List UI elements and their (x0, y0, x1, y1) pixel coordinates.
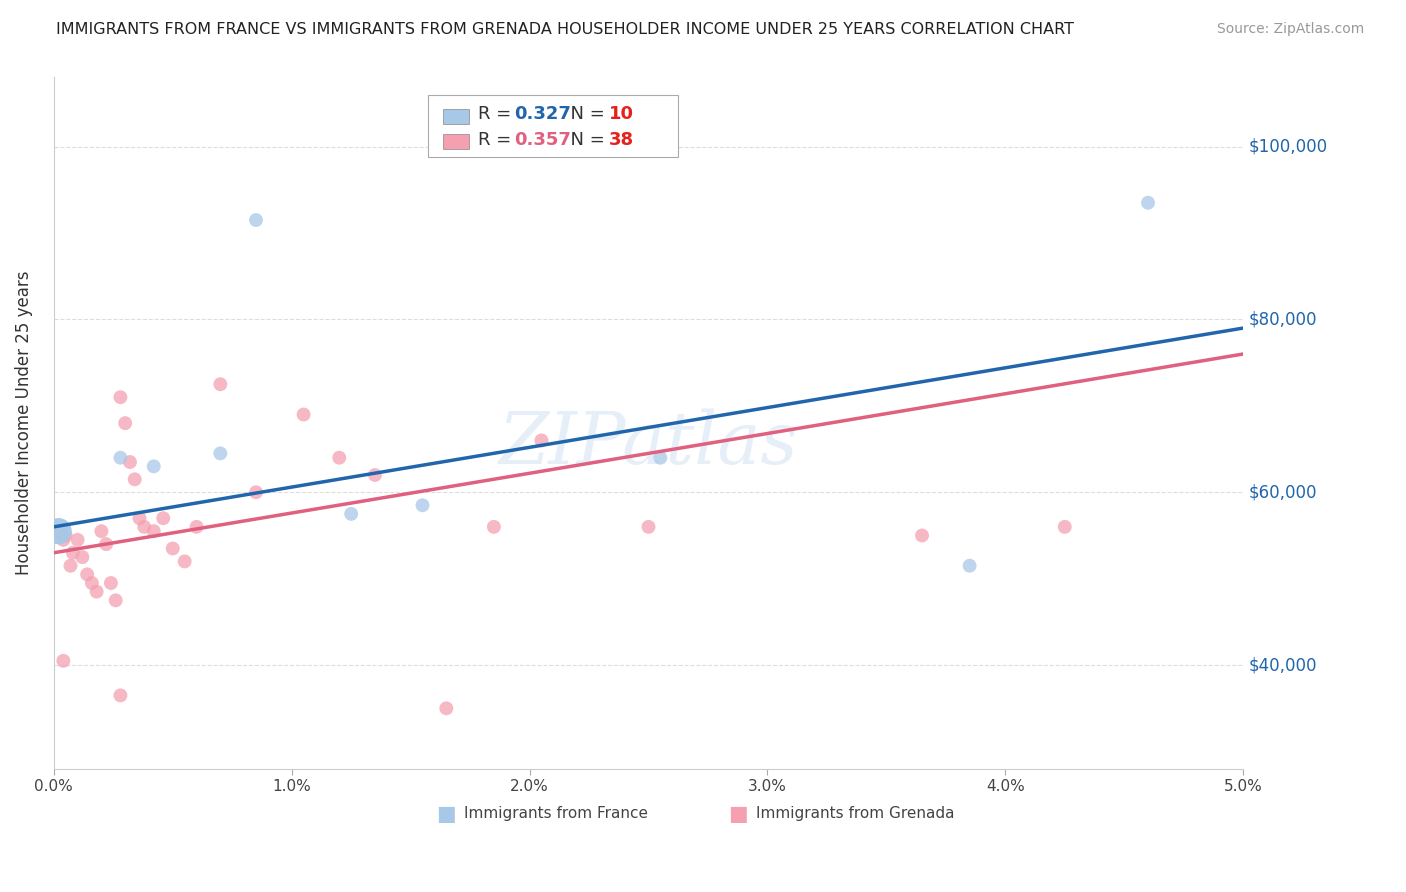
Text: N =: N = (560, 105, 610, 123)
Point (173, 554, 195, 568)
Point (412, 498, 434, 512)
Point (162, 541, 184, 556)
Point (142, 459, 165, 474)
Point (911, 528, 934, 542)
Point (90, 524, 112, 538)
Point (100, 576, 122, 591)
Text: Source: ZipAtlas.com: Source: ZipAtlas.com (1216, 22, 1364, 37)
Point (48, 524, 70, 538)
Point (104, 593, 127, 607)
Point (434, 701, 457, 715)
Point (650, 450, 672, 465)
Point (364, 468, 387, 483)
Point (186, 520, 208, 534)
Text: $60,000: $60,000 (1249, 483, 1317, 501)
Text: 10: 10 (609, 105, 634, 123)
Point (96, 537, 118, 551)
Point (328, 450, 350, 465)
Point (530, 434, 553, 448)
Text: R =: R = (478, 105, 517, 123)
Point (66, 533, 89, 547)
Point (55, 528, 77, 542)
Point (340, 507, 363, 521)
Text: ■: ■ (728, 804, 748, 824)
Text: ZIPatlas: ZIPatlas (499, 409, 799, 479)
Point (245, 213, 267, 227)
Text: ■: ■ (436, 804, 456, 824)
Point (142, 524, 165, 538)
Text: 0.357: 0.357 (515, 130, 571, 149)
Point (72, 550, 94, 565)
Point (52, 654, 75, 668)
Point (209, 446, 232, 460)
FancyBboxPatch shape (443, 134, 470, 149)
Point (637, 520, 659, 534)
Point (114, 416, 136, 430)
Point (1137, 195, 1160, 210)
Point (482, 520, 505, 534)
Point (245, 485, 267, 500)
Point (134, 520, 156, 534)
Point (292, 408, 315, 422)
Point (959, 558, 981, 573)
Point (48, 524, 70, 538)
Text: $100,000: $100,000 (1249, 137, 1329, 155)
Text: IMMIGRANTS FROM FRANCE VS IMMIGRANTS FROM GRENADA HOUSEHOLDER INCOME UNDER 25 YE: IMMIGRANTS FROM FRANCE VS IMMIGRANTS FRO… (56, 22, 1074, 37)
Text: $40,000: $40,000 (1249, 657, 1317, 674)
Text: $80,000: $80,000 (1249, 310, 1317, 328)
Point (124, 472, 146, 486)
Y-axis label: Householder Income Under 25 years: Householder Income Under 25 years (15, 271, 32, 575)
Point (128, 511, 150, 525)
Point (48, 524, 70, 538)
Text: Immigrants from Grenada: Immigrants from Grenada (755, 806, 955, 822)
FancyBboxPatch shape (429, 95, 678, 157)
Point (118, 455, 141, 469)
Point (1053, 520, 1076, 534)
Text: N =: N = (560, 130, 610, 149)
Point (110, 689, 132, 703)
Point (62, 546, 84, 560)
Point (86, 584, 108, 599)
Text: 0.327: 0.327 (515, 105, 571, 123)
FancyBboxPatch shape (443, 109, 470, 124)
Point (110, 390, 132, 404)
Point (110, 450, 132, 465)
Point (76, 567, 98, 582)
Point (52, 533, 75, 547)
Text: Immigrants from France: Immigrants from France (464, 806, 648, 822)
Point (80, 576, 103, 591)
Point (209, 377, 232, 392)
Point (59, 558, 82, 573)
Point (152, 511, 174, 525)
Text: R =: R = (478, 130, 517, 149)
Text: 38: 38 (609, 130, 634, 149)
